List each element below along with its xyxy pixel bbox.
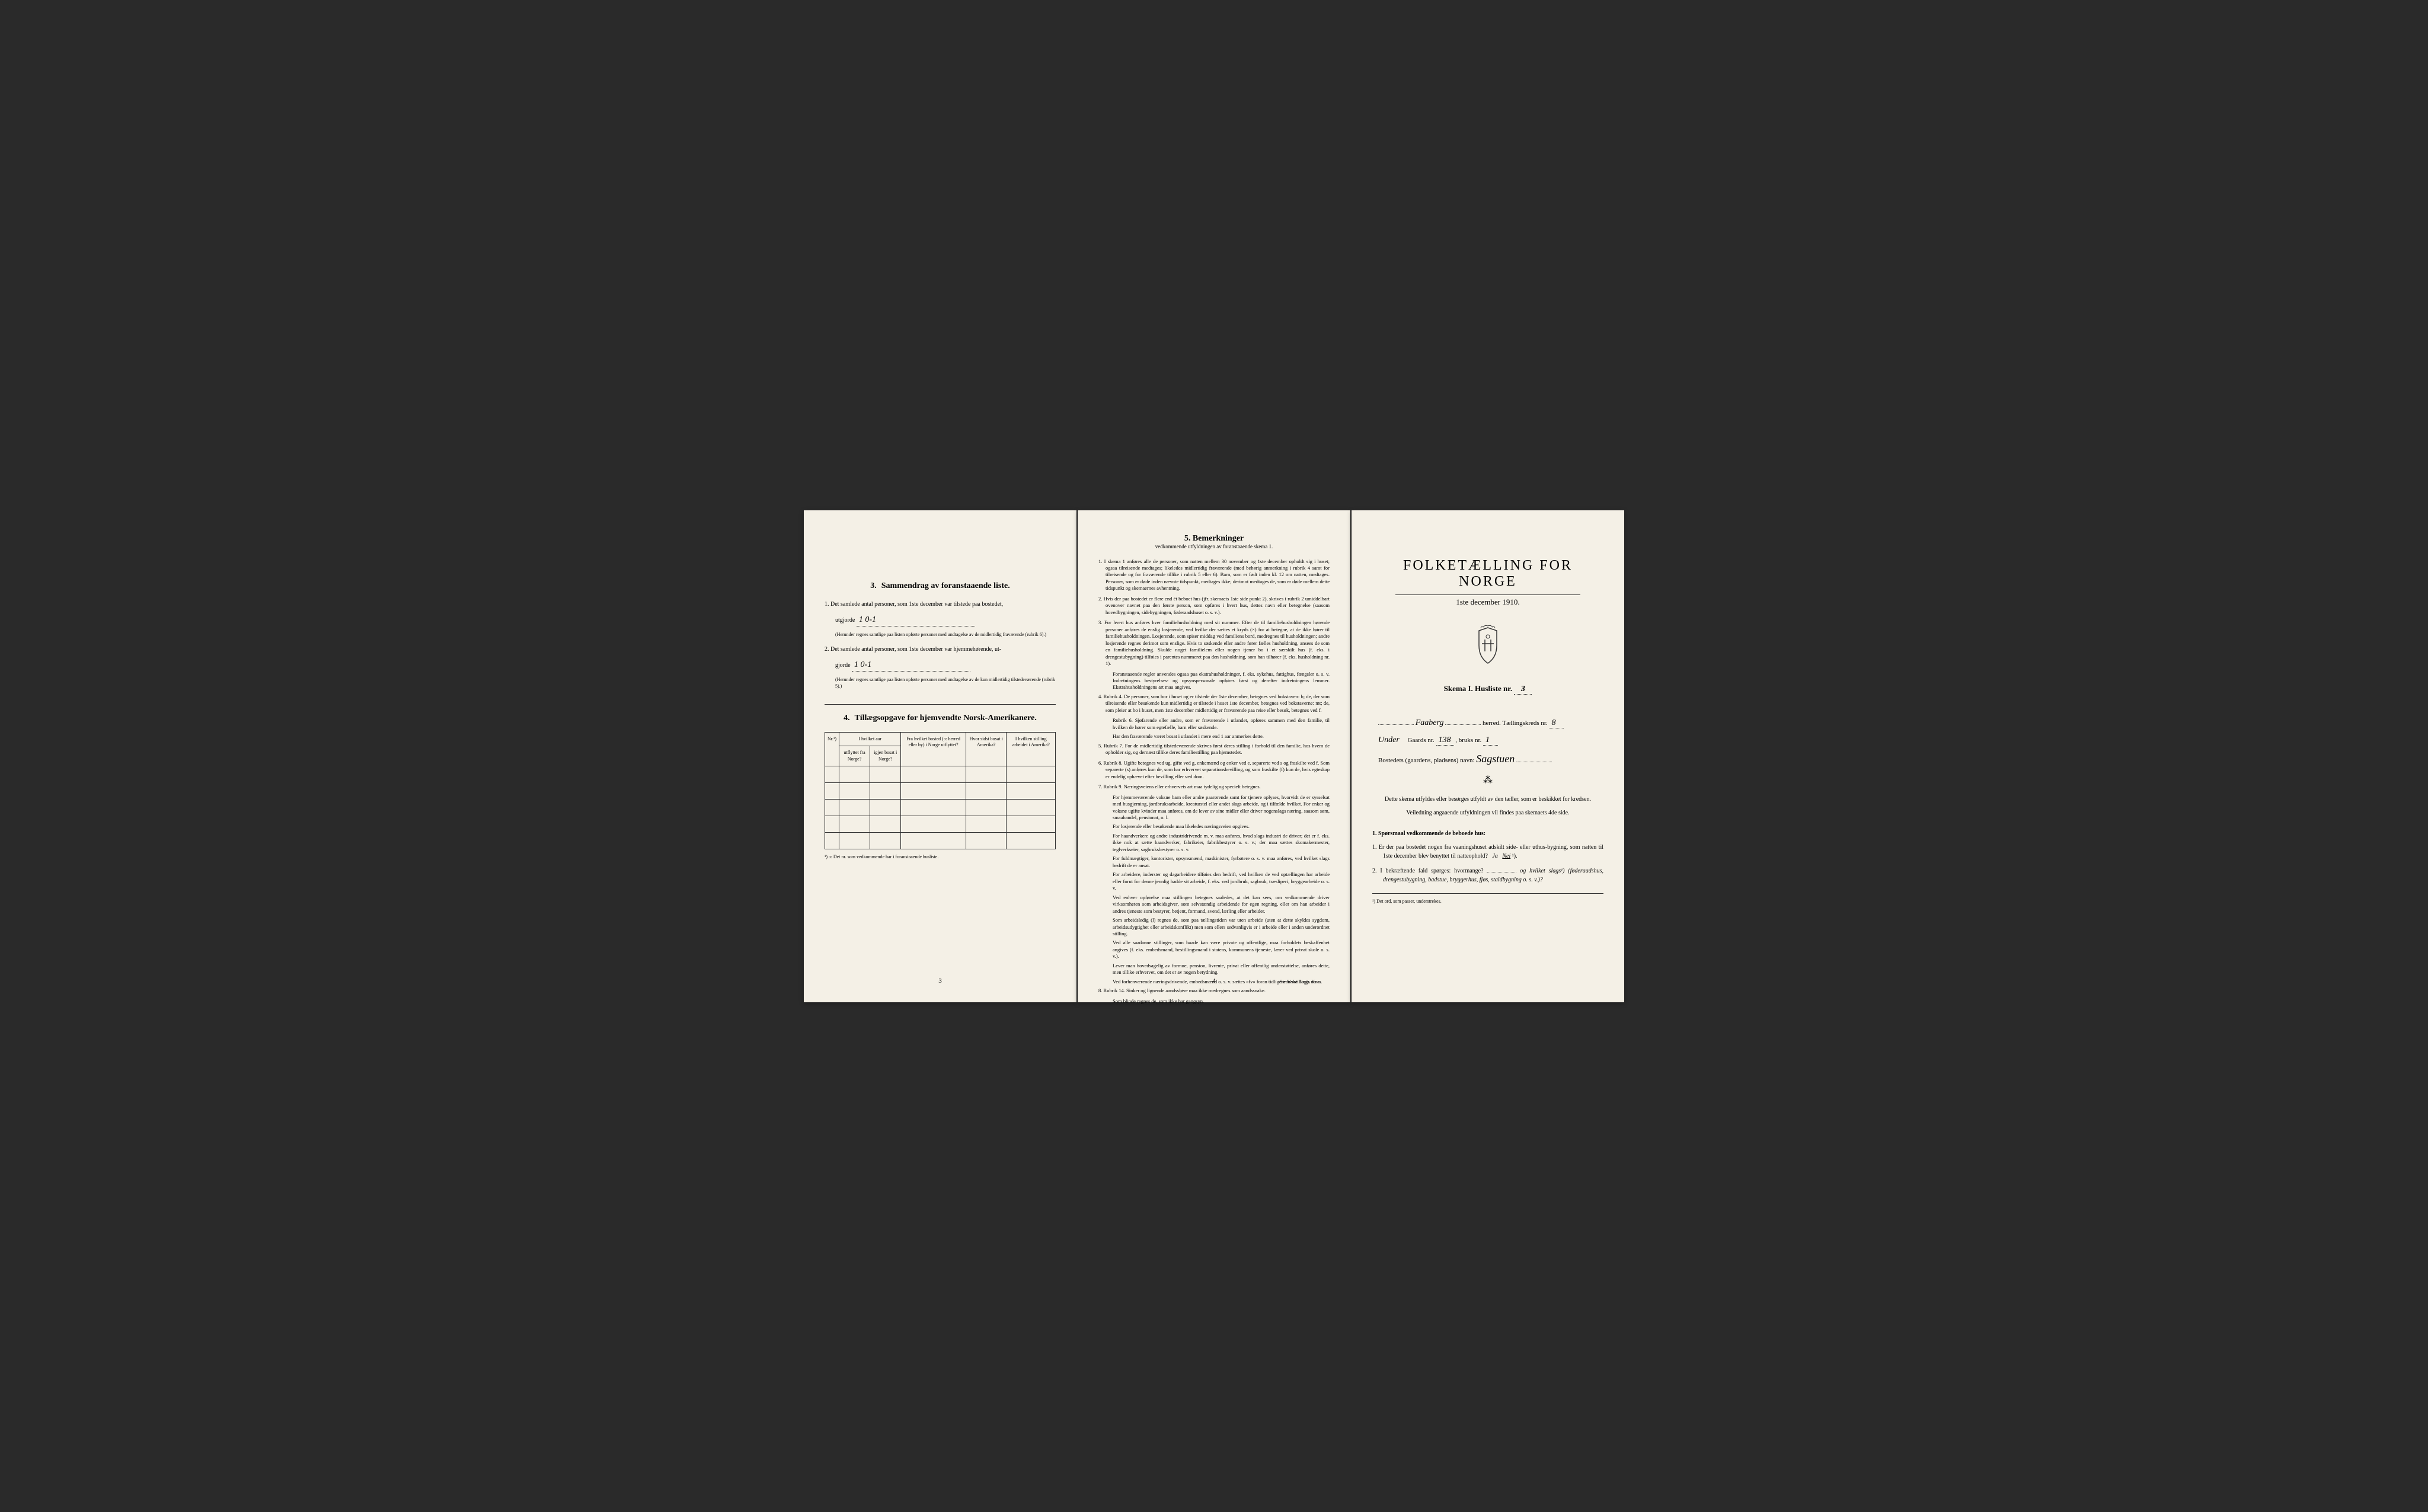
q1-value: 1 0-1	[857, 613, 975, 626]
remark-item: Lever man hovedsagelig av formue, pensio…	[1098, 963, 1330, 976]
page-number: 3	[938, 977, 942, 984]
q1-answer-line: utgjorde 1 0-1	[825, 613, 1056, 626]
remarks-list: 1. I skema 1 anføres alle de personer, s…	[1098, 558, 1330, 1005]
th-returned: igjen bosat i Norge?	[870, 746, 901, 766]
remark-item: For haandverkere og andre industridriven…	[1098, 833, 1330, 853]
th-where: Hvor sidst bosat i Amerika?	[966, 733, 1007, 766]
q2-note: (Herunder regnes samtlige paa listen opf…	[825, 676, 1056, 689]
question-2: 2. Det samlede antal personer, som 1ste …	[825, 645, 1056, 654]
remark-item: Ved enhver opførelse maa stillingen bete…	[1098, 894, 1330, 915]
remark-item: For losjerende eller besøkende maa likel…	[1098, 823, 1330, 830]
remarks-title: 5. Bemerkninger	[1098, 534, 1330, 544]
remark-item: Rubrik 6. Sjøfarende eller andre, som er…	[1098, 717, 1330, 731]
th-emigrated: utflyttet fra Norge?	[839, 746, 870, 766]
remark-item: 3. For hvert hus anføres hver familiehus…	[1098, 619, 1330, 667]
remark-item: 4. Rubrik 4. De personer, som bor i huse…	[1098, 693, 1330, 714]
table-footnote: ¹) ɔ: Det nr. som vedkommende har i fora…	[825, 854, 1056, 859]
remark-item: 6. Rubrik 8. Ugifte betegnes ved ug, gif…	[1098, 760, 1330, 780]
page-number: 4	[1212, 977, 1216, 984]
remark-item: For hjemmeværende voksne barn eller andr…	[1098, 794, 1330, 821]
footnote-rule	[1372, 893, 1603, 894]
table-row	[825, 833, 1056, 849]
remarks-subtitle: vedkommende utfyldningen av foranstaaend…	[1098, 544, 1330, 549]
bruks-nr: 1	[1483, 736, 1498, 746]
remark-item: 7. Rubrik 9. Næringsveiens eller erhverv…	[1098, 784, 1330, 790]
house-question-1: 1. Er der paa bostedet nogen fra vaaning…	[1372, 843, 1603, 861]
table-row	[825, 816, 1056, 833]
th-year-group: I hvilket aar	[839, 733, 901, 746]
remark-item: Foranstaaende regler anvendes ogsaa paa …	[1098, 671, 1330, 691]
divider	[825, 704, 1056, 705]
page-1-title: FOLKETÆLLING FOR NORGE 1ste december 191…	[1352, 510, 1624, 1002]
coat-of-arms	[1470, 625, 1506, 666]
q2-value: 1 0-1	[852, 658, 970, 672]
herred-value: Faaberg	[1416, 718, 1444, 727]
gaards-nr: 138	[1436, 736, 1454, 746]
section-4-title: 4.Tillægsopgave for hjemvendte Norsk-Ame…	[825, 714, 1056, 723]
main-title: FOLKETÆLLING FOR NORGE	[1372, 558, 1603, 590]
remark-item: For arbeidere, inderster og dagarbeidere…	[1098, 871, 1330, 891]
instruction-1: Dette skema utfyldes eller besørges utfy…	[1372, 795, 1603, 804]
table-row	[825, 783, 1056, 800]
remark-item: 8. Rubrik 14. Sinker og lignende aandssl…	[1098, 987, 1330, 994]
table-row	[825, 800, 1056, 816]
remark-item: Har den fraværende været bosat i utlande…	[1098, 733, 1330, 740]
emigrant-table: Nr.¹) I hvilket aar Fra hvilket bosted (…	[825, 732, 1056, 849]
census-date: 1ste december 1910.	[1372, 597, 1603, 607]
house-question-2: 2. I bekræftende fald spørges: hvormange…	[1372, 867, 1603, 884]
census-document: 3.Sammendrag av foranstaaende liste. 1. …	[804, 510, 1624, 1002]
q2-answer-line: gjorde 1 0-1	[825, 658, 1056, 672]
bosted-value: Sagstuen	[1476, 753, 1515, 765]
nei-underlined: Nei	[1502, 853, 1510, 859]
husliste-nr: 3	[1514, 685, 1532, 695]
page1-footnote: ¹) Det ord, som passer, understrekes.	[1372, 899, 1603, 904]
remark-item: For fuldmægtiger, kontorister, opsynsmæn…	[1098, 855, 1330, 869]
th-nr: Nr.¹)	[825, 733, 839, 766]
kreds-nr: 8	[1549, 718, 1564, 728]
ornament: ⁂	[1372, 774, 1603, 786]
table-row	[825, 766, 1056, 783]
remark-item: Ved alle saadanne stillinger, som baade …	[1098, 939, 1330, 960]
remark-item: Som blinde regnes de, som ikke har gangs…	[1098, 998, 1330, 1005]
remark-item: 5. Rubrik 7. For de midlertidig tilstede…	[1098, 743, 1330, 756]
section-1-title: 1. Spørsmaal vedkommende de beboede hus:	[1372, 829, 1603, 838]
remark-item: Som arbeidsledig (l) regnes de, som paa …	[1098, 917, 1330, 937]
title-rule	[1395, 594, 1580, 595]
th-position: I hvilken stilling arbeidet i Amerika?	[1007, 733, 1056, 766]
page-3: 3.Sammendrag av foranstaaende liste. 1. …	[804, 510, 1076, 1002]
herred-line: Faaberg herred. Tællingskreds nr. 8	[1372, 718, 1603, 728]
skema-line: Skema I. Husliste nr. 3	[1372, 684, 1603, 695]
section-3-title: 3.Sammendrag av foranstaaende liste.	[825, 581, 1056, 591]
gaards-line: Under Gaards nr. 138 , bruks nr. 1	[1372, 736, 1603, 746]
question-1: 1. Det samlede antal personer, som 1ste …	[825, 600, 1056, 609]
remark-item: 2. Hvis der paa bostedet er flere end ét…	[1098, 596, 1330, 616]
instruction-2: Veiledning angaaende utfyldningen vil fi…	[1372, 808, 1603, 817]
remark-item: 1. I skema 1 anføres alle de personer, s…	[1098, 558, 1330, 592]
page-4: 5. Bemerkninger vedkommende utfyldningen…	[1078, 510, 1350, 1002]
th-from: Fra hvilket bosted (ɔ: herred eller by) …	[901, 733, 966, 766]
printer-credit: Steen'ske Bogtr. Kr.a.	[1280, 979, 1321, 984]
q1-note: (Herunder regnes samtlige paa listen opf…	[825, 631, 1056, 638]
bosted-line: Bostedets (gaardens, pladsens) navn: Sag…	[1372, 753, 1603, 765]
